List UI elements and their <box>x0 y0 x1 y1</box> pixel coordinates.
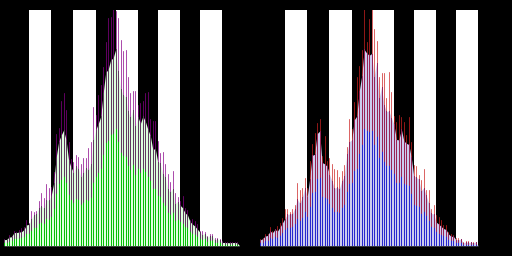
Bar <box>200 10 222 246</box>
Bar <box>372 10 394 246</box>
Bar <box>456 10 478 246</box>
Bar <box>414 10 436 246</box>
Bar <box>285 10 307 246</box>
Bar <box>158 10 180 246</box>
Bar <box>29 10 51 246</box>
Bar <box>330 10 352 246</box>
Bar <box>116 10 138 246</box>
Bar <box>74 10 96 246</box>
